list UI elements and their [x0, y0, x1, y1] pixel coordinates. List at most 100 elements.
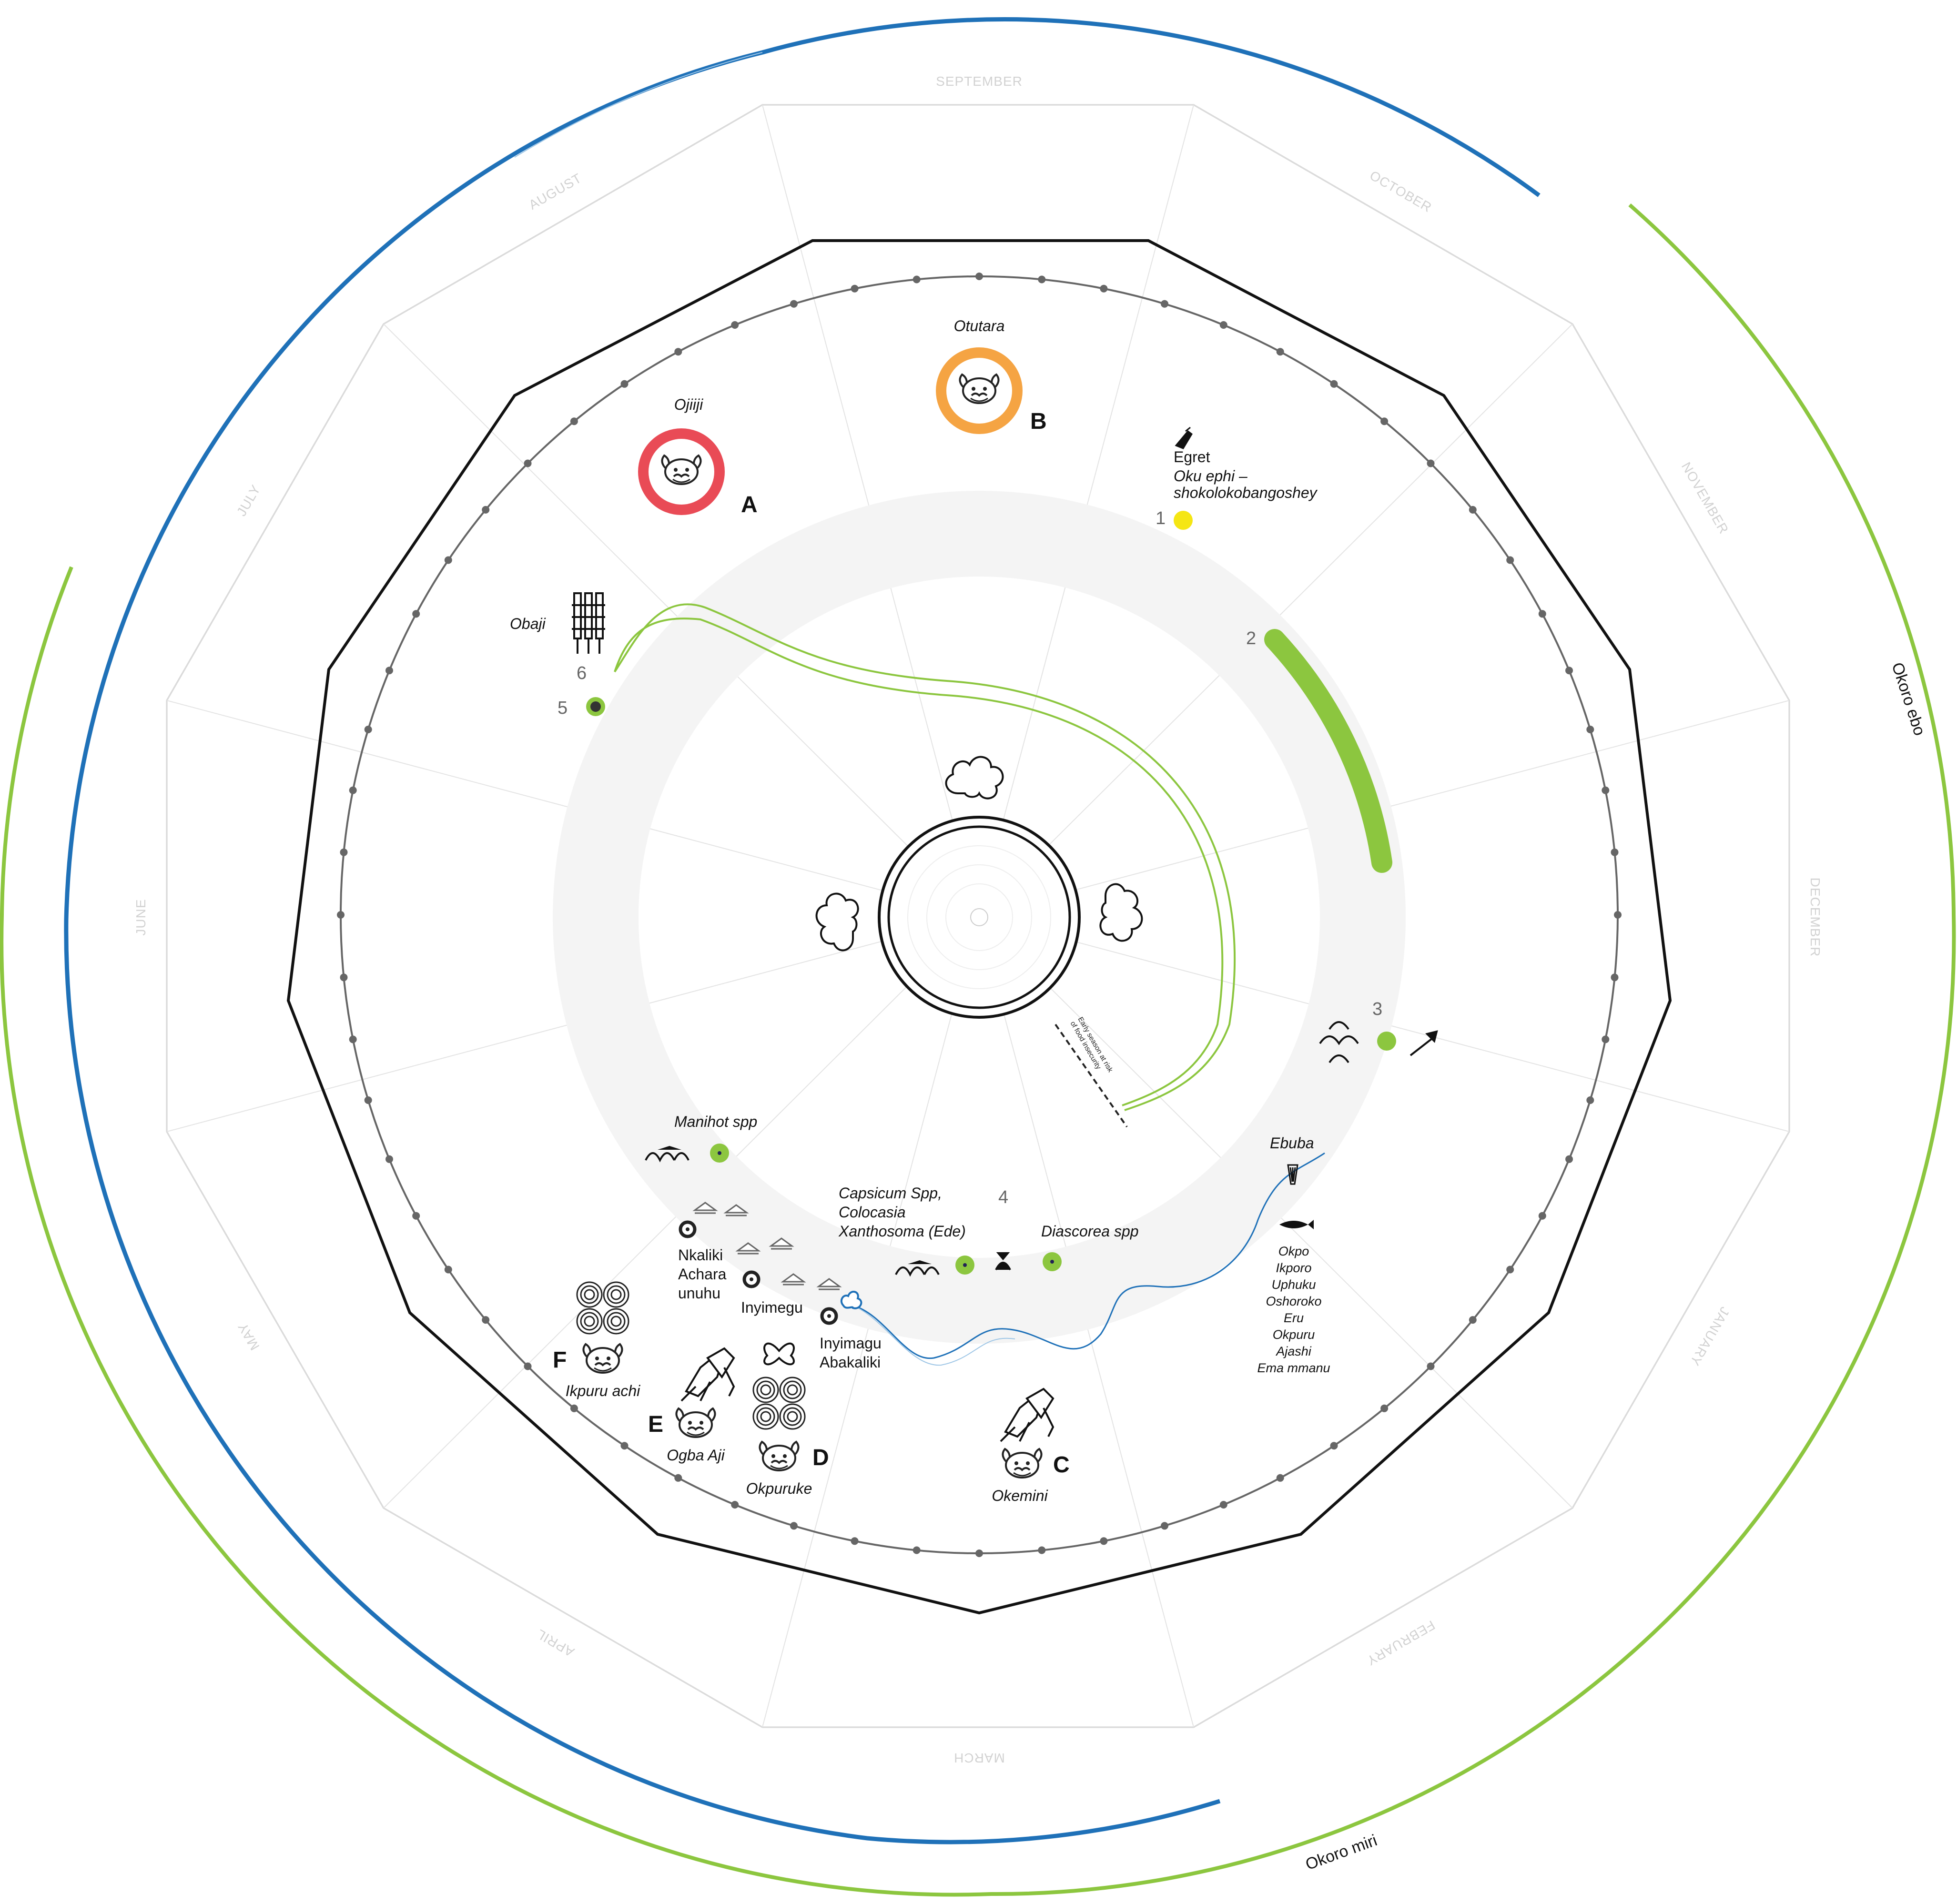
place-nkaliki-line3: unuhu: [678, 1285, 720, 1302]
tick-dot: [444, 556, 452, 564]
tick-dot: [1602, 1035, 1610, 1043]
tree-icon-top: [945, 756, 1004, 800]
crop-diascorea: Diascorea spp: [995, 1223, 1139, 1271]
month-november: NOVEMBER: [1679, 460, 1732, 537]
month-january: JANUARY: [1687, 1305, 1733, 1368]
tick-dot: [1161, 1522, 1168, 1530]
month-march: MARCH: [953, 1751, 1005, 1765]
marker-E: E Ogba Aji: [648, 1347, 735, 1464]
tick-dot: [913, 275, 921, 284]
tick-dot: [1565, 1155, 1573, 1163]
food-insecurity-dashed-line: [1055, 1023, 1128, 1128]
tick-dot: [340, 973, 348, 982]
thirteen-gon-outline: [286, 239, 1672, 1615]
marker-A-letter: A: [741, 492, 758, 517]
okoro-miri-green-arc: [0, 203, 1956, 1897]
tick-dot: [412, 1212, 420, 1220]
tick-dot: [385, 1155, 393, 1163]
event-3-mountains-icon: [1319, 1021, 1359, 1063]
tick-dot: [1380, 417, 1389, 425]
tick-dot: [364, 1096, 372, 1104]
tick-dot: [1219, 1501, 1227, 1509]
tick-dot: [412, 610, 420, 618]
tick-dot: [1038, 275, 1046, 284]
event-1-title: Egret: [1174, 448, 1210, 466]
tick-dot: [1611, 973, 1619, 982]
centre-hub: [815, 756, 1143, 1019]
tick-dot: [340, 848, 348, 856]
egret-icon: [1175, 426, 1193, 449]
fish-list-item: Okpo: [1278, 1244, 1309, 1258]
crop-diascorea-label: Diascorea spp: [1041, 1223, 1139, 1240]
tick-dot: [1330, 1442, 1338, 1450]
tick-dot: [975, 1550, 983, 1557]
tick-dot: [851, 284, 859, 293]
tick-dot: [731, 1501, 739, 1509]
tick-dot: [1100, 1537, 1108, 1545]
fish-ebuba-label: Ebuba: [1270, 1134, 1314, 1152]
green-route-inner: [614, 618, 1224, 1106]
fish-list-item: Eru: [1284, 1311, 1304, 1325]
tick-dot: [1219, 321, 1227, 329]
month-september: SEPTEMBER: [936, 74, 1023, 89]
tick-dot: [1611, 848, 1619, 856]
tick-dot: [1276, 1474, 1284, 1482]
tick-dot: [674, 348, 682, 356]
tick-dot: [1427, 1362, 1435, 1370]
month-april: APRIL: [534, 1626, 577, 1660]
place-inyimegu: Inyimegu: [737, 1237, 803, 1316]
tick-dot: [482, 1316, 490, 1324]
fish-list-item: Okpuru: [1273, 1327, 1315, 1342]
tree-icon-right: [1099, 883, 1143, 942]
event-5-dot: [586, 697, 605, 716]
event-6-name: Obaji: [510, 615, 546, 632]
tick-dot: [1038, 1546, 1046, 1554]
fish-group: Ebuba Okpo Ikporo Uphuku Oshoroko Eru Okpuru A…: [1257, 1134, 1330, 1375]
event-3: 3: [1319, 999, 1438, 1063]
tick-dot: [620, 1442, 629, 1450]
okoro-ebo-blue-arc: [64, 17, 1541, 1844]
tick-dot: [1100, 284, 1108, 293]
fish-list-item: Ikporo: [1276, 1261, 1311, 1275]
tick-dot: [790, 1522, 798, 1530]
tick-dot: [349, 786, 357, 794]
tick-dot: [731, 321, 739, 329]
crop-manihot-label: Manihot spp: [674, 1113, 757, 1130]
tick-dot: [1602, 786, 1610, 794]
marker-E-name: Ogba Aji: [667, 1447, 725, 1464]
fish-list-item: Ema mmanu: [1257, 1361, 1330, 1375]
tick-dot: [674, 1474, 682, 1482]
place-nkaliki-line1: Nkaliki: [678, 1246, 723, 1264]
tick-dot: [364, 726, 372, 733]
month-october: OCTOBER: [1367, 168, 1434, 215]
tick-dot: [913, 1546, 921, 1554]
tick-dot: [349, 1035, 357, 1043]
marker-D-letter: D: [812, 1445, 829, 1470]
tick-dot: [1506, 1266, 1514, 1274]
event-3-number: 3: [1372, 999, 1382, 1019]
tick-dot: [1427, 459, 1435, 467]
tick-dot: [1586, 1096, 1594, 1104]
tick-dot: [975, 273, 983, 280]
place-inyimagu-abakaliki: Inyimagu Abakaliki: [782, 1273, 882, 1371]
tick-circle: [337, 273, 1622, 1557]
event-4-number: 4: [998, 1187, 1008, 1207]
tick-dot: [1614, 911, 1622, 919]
marker-B-name: Otutara: [954, 317, 1005, 334]
marker-F-letter: F: [553, 1347, 567, 1373]
event-1-number: 1: [1156, 508, 1166, 528]
tick-dot: [1538, 1212, 1546, 1220]
place-nkaliki: Nkaliki Achara unuhu: [678, 1202, 748, 1302]
event-4: 4: [998, 1187, 1008, 1207]
event-2: 2: [1246, 628, 1256, 648]
marker-A-name: Ojiiji: [674, 396, 703, 413]
tick-dot: [524, 459, 532, 467]
marker-A: Ojiiji A: [638, 396, 758, 517]
tick-dot: [1469, 1316, 1477, 1324]
month-august: AUGUST: [526, 171, 584, 213]
tick-dot: [1565, 667, 1573, 675]
event-2-number: 2: [1246, 628, 1256, 648]
crop-manihot: Manihot spp: [645, 1113, 757, 1163]
event-1-yellow-dot: [1174, 511, 1193, 530]
